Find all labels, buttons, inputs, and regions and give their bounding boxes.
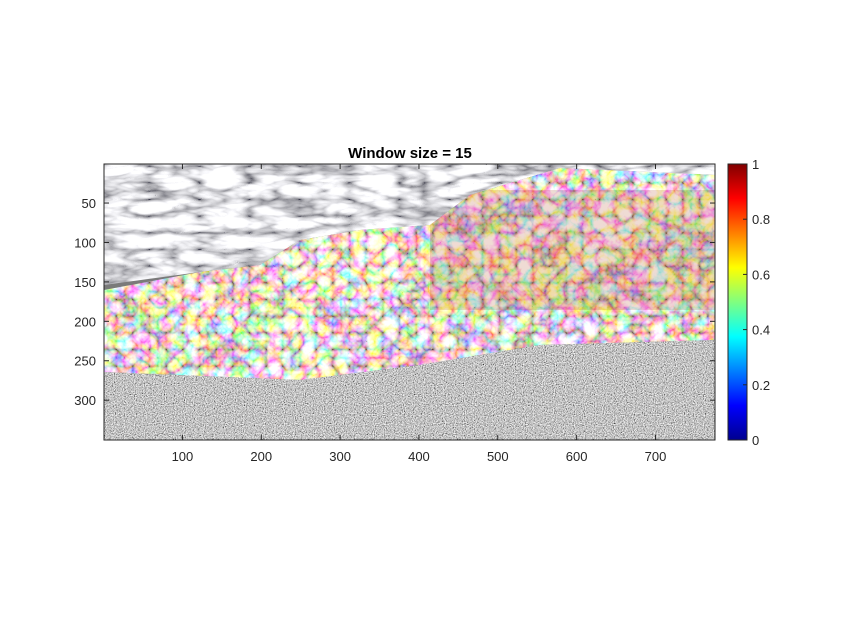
colorbar-tick-label: 1	[752, 157, 759, 172]
colorbar-tick-label: 0.8	[752, 212, 770, 227]
colorbar-tick-label: 0.6	[752, 267, 770, 282]
colorbar-tick-label: 0.4	[752, 323, 770, 338]
image-axes-box	[103, 163, 716, 441]
y-tick-label: 150	[74, 275, 96, 290]
x-tick-label: 400	[408, 449, 430, 464]
y-tick-label: 100	[74, 235, 96, 250]
x-tick-label: 200	[250, 449, 272, 464]
x-tick-label: 600	[566, 449, 588, 464]
colorbar-axis: 0 0.2 0.4 0.6 0.8 1	[743, 157, 770, 448]
x-tick-label: 700	[645, 449, 667, 464]
colorbar	[727, 163, 748, 441]
filtered-image	[104, 164, 715, 440]
colorbar-tick-label: 0	[752, 433, 759, 448]
y-tick-label: 200	[74, 314, 96, 329]
x-tick-label: 500	[487, 449, 509, 464]
y-tick-label: 250	[74, 354, 96, 369]
y-tick-label: 50	[82, 196, 96, 211]
x-axis: 100 200 300 400 500 600 700	[172, 164, 667, 464]
x-tick-label: 300	[329, 449, 351, 464]
colorbar-tick-label: 0.2	[752, 378, 770, 393]
x-tick-label: 100	[172, 449, 194, 464]
y-tick-label: 300	[74, 393, 96, 408]
y-axis: 50 100 150 200 250 300	[74, 196, 715, 408]
figure-title: Window size = 15	[348, 145, 472, 162]
